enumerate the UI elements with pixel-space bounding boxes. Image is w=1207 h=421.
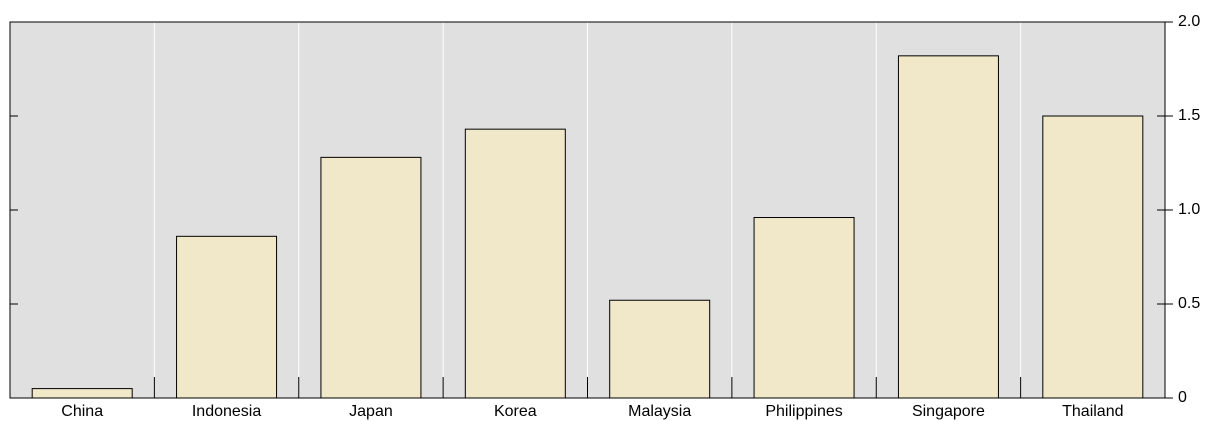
x-tick-label: Thailand	[1062, 403, 1123, 420]
x-tick-label: Singapore	[912, 403, 985, 420]
bar	[1042, 115, 1144, 399]
x-tick-label: Korea	[494, 403, 537, 420]
y-tick-label: 0	[1178, 389, 1187, 406]
x-tick-label: Indonesia	[192, 403, 261, 420]
y-tick-label: 1.0	[1178, 201, 1200, 218]
y-tick-label: 0.5	[1178, 295, 1200, 312]
x-tick-label: Malaysia	[628, 403, 691, 420]
bar	[753, 217, 855, 399]
bar	[897, 55, 999, 399]
x-tick-label: China	[61, 403, 103, 420]
bar	[320, 156, 422, 399]
bar	[31, 388, 133, 399]
bar	[464, 128, 566, 399]
y-tick-label: 2.0	[1178, 13, 1200, 30]
plot-border	[9, 21, 1166, 399]
y-tick-label: 1.5	[1178, 107, 1200, 124]
bar	[609, 299, 711, 399]
x-tick-label: Philippines	[765, 403, 842, 420]
bar	[176, 235, 278, 399]
x-tick-label: Japan	[349, 403, 393, 420]
